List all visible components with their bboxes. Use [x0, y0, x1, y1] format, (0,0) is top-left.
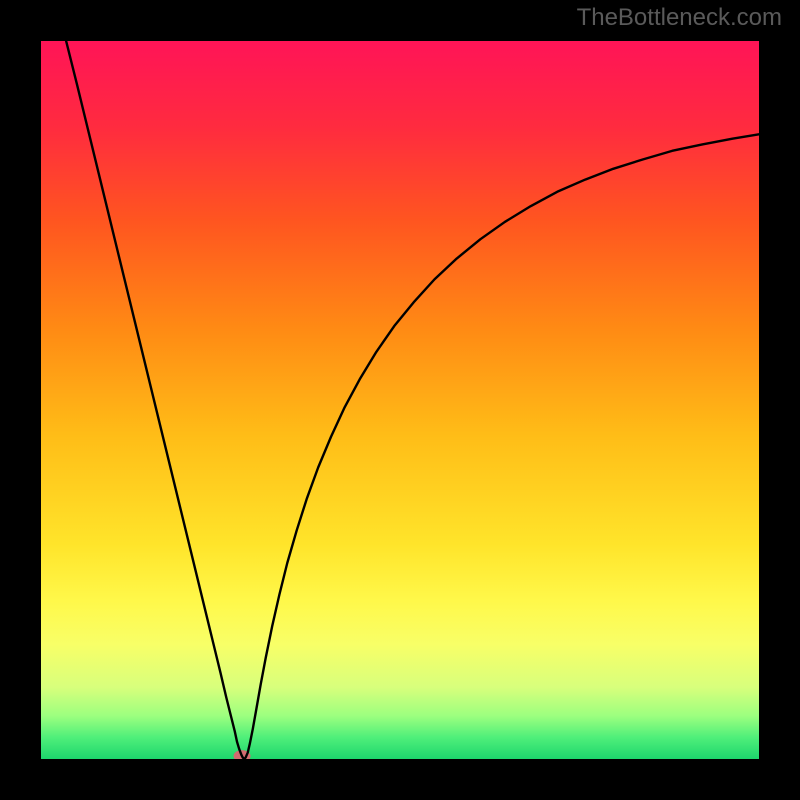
chart-frame: TheBottleneck.com — [0, 0, 800, 800]
chart-canvas — [41, 41, 759, 759]
gradient-background — [41, 41, 759, 759]
watermark-text: TheBottleneck.com — [577, 4, 782, 32]
